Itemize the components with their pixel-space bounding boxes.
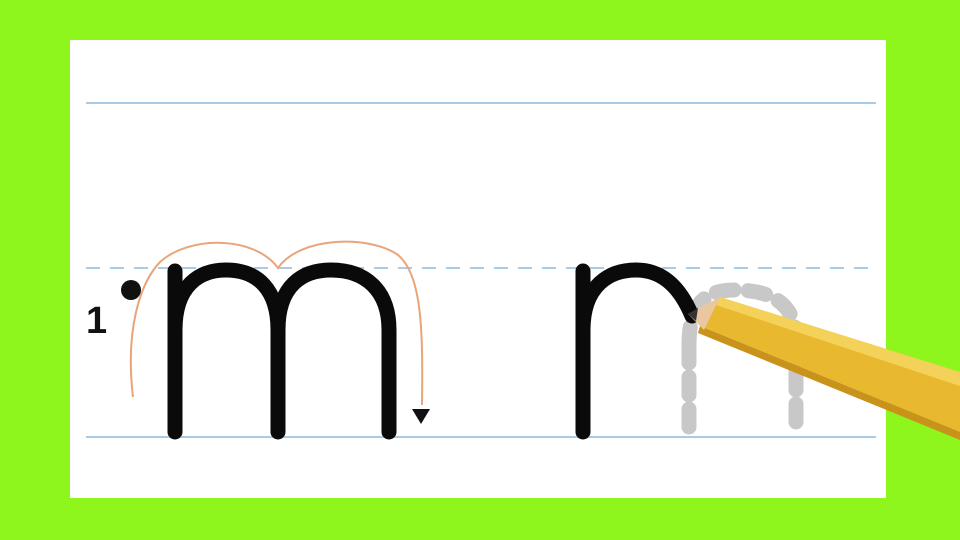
stroke-path-guide [129, 240, 424, 406]
letter-m-in-progress [575, 262, 700, 440]
letter-m-complete [167, 262, 397, 440]
start-dot-icon [121, 280, 141, 300]
pencil-icon [688, 297, 960, 440]
down-arrow-icon [412, 409, 430, 424]
step-number: 1 [86, 300, 108, 342]
